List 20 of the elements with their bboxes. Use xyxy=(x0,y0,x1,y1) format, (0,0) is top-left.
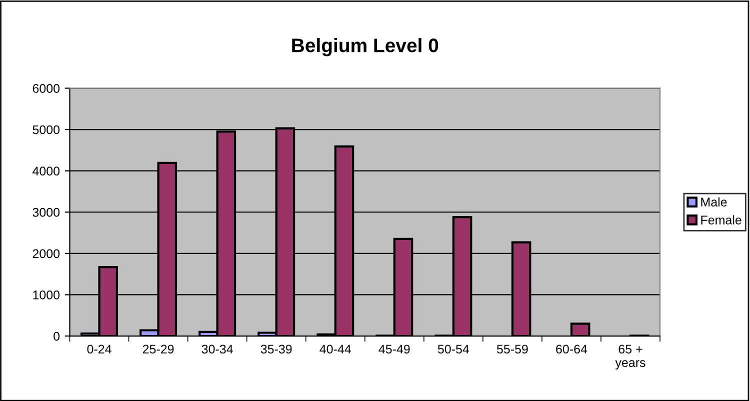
legend-label: Male xyxy=(701,197,727,207)
x-tick-label: 55-59 xyxy=(496,344,528,354)
x-tick-label: 40-44 xyxy=(320,344,351,354)
x-tick-label: 0-24 xyxy=(87,344,112,354)
legend-label: Female xyxy=(701,215,742,224)
y-tick-label: 6000 xyxy=(32,84,60,93)
x-tick-label: 65 + years xyxy=(615,344,646,370)
y-tick-label: 1000 xyxy=(33,290,60,300)
y-tick-label: 3000 xyxy=(32,208,60,217)
x-tick-label: 35-39 xyxy=(260,344,292,354)
x-tick-label: 25-29 xyxy=(142,344,174,354)
y-tick-label: 2000 xyxy=(32,249,60,258)
x-tick-label: 50-54 xyxy=(438,344,470,354)
x-tick-label: 60-64 xyxy=(556,344,588,354)
chart-title: Belgium Level 0 xyxy=(292,38,438,56)
x-tick-label: 45-49 xyxy=(378,344,410,354)
y-tick-label: 5000 xyxy=(32,125,60,134)
y-tick-label: 0 xyxy=(54,332,60,341)
y-tick-label: 4000 xyxy=(32,166,60,176)
x-tick-label: 30-34 xyxy=(202,344,233,354)
